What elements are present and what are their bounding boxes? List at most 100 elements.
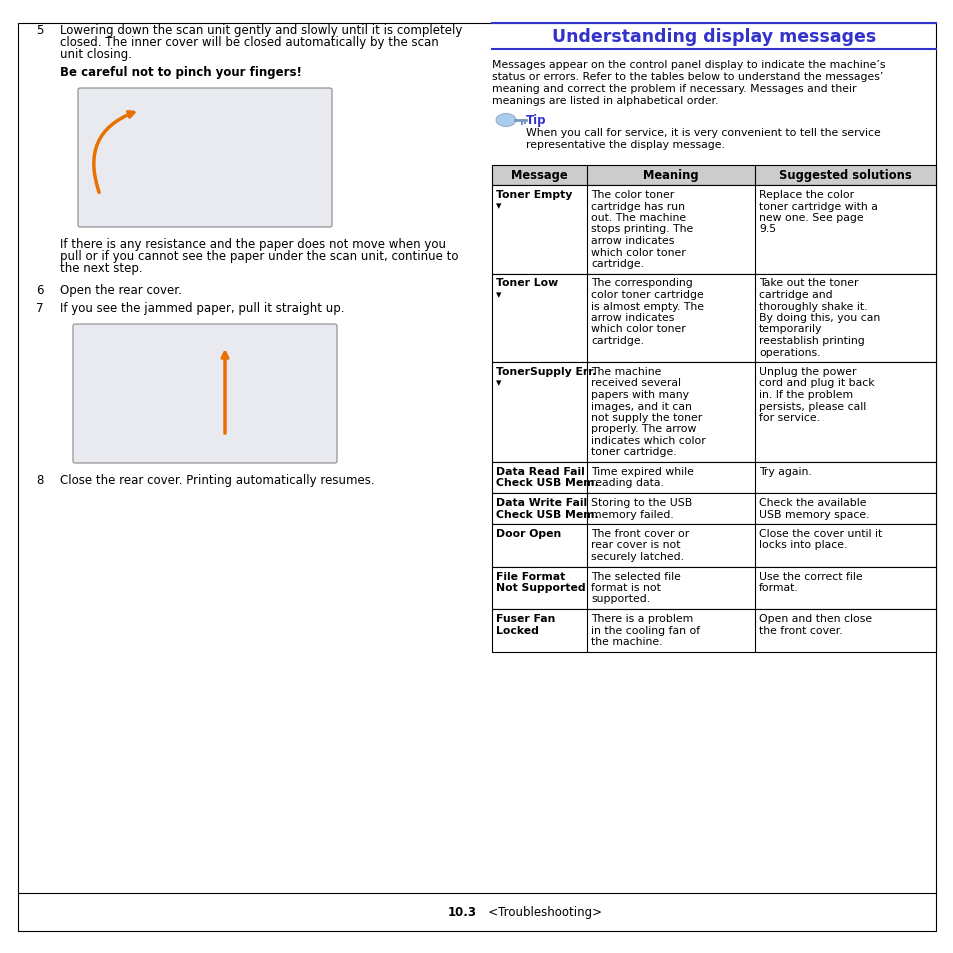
Text: Messages appear on the control panel display to indicate the machine’s: Messages appear on the control panel dis…	[492, 60, 884, 70]
Text: Door Open: Door Open	[496, 529, 560, 538]
Text: ▾: ▾	[496, 378, 501, 388]
Text: format.: format.	[759, 582, 798, 593]
Text: Data Read Fail: Data Read Fail	[496, 467, 584, 476]
Text: If you see the jammed paper, pull it straight up.: If you see the jammed paper, pull it str…	[60, 302, 344, 314]
Text: cartridge has run: cartridge has run	[590, 201, 684, 212]
Text: the machine.: the machine.	[590, 637, 661, 646]
Bar	[492, 166, 935, 186]
Text: Close the rear cover. Printing automatically resumes.: Close the rear cover. Printing automatic…	[60, 474, 375, 486]
Text: pull or if you cannot see the paper under the scan unit, continue to: pull or if you cannot see the paper unde…	[60, 250, 458, 263]
Text: operations.: operations.	[759, 347, 820, 357]
Text: 7: 7	[36, 302, 44, 314]
Text: Tip: Tip	[525, 113, 546, 127]
Text: meanings are listed in alphabetical order.: meanings are listed in alphabetical orde…	[492, 96, 718, 106]
Text: meaning and correct the problem if necessary. Messages and their: meaning and correct the problem if neces…	[492, 84, 856, 94]
Text: Meaning: Meaning	[642, 170, 699, 182]
Bar	[492, 274, 935, 363]
Text: stops printing. The: stops printing. The	[590, 224, 693, 234]
Text: Use the correct file: Use the correct file	[759, 571, 862, 581]
Text: The selected file: The selected file	[590, 571, 680, 581]
Text: temporarily: temporarily	[759, 324, 821, 335]
Text: representative the display message.: representative the display message.	[525, 140, 724, 150]
Text: in. If the problem: in. If the problem	[759, 390, 852, 399]
Text: ▾: ▾	[496, 201, 501, 212]
Text: ▾: ▾	[496, 290, 501, 299]
Text: Open the rear cover.: Open the rear cover.	[60, 284, 182, 296]
Text: Check the available: Check the available	[759, 497, 865, 507]
Text: By doing this, you can: By doing this, you can	[759, 313, 880, 323]
Bar	[492, 567, 935, 609]
Text: the front cover.: the front cover.	[759, 625, 841, 635]
Text: The corresponding: The corresponding	[590, 278, 692, 288]
Text: <Troubleshooting>: <Troubleshooting>	[476, 905, 601, 918]
Bar	[492, 363, 935, 462]
Text: memory failed.: memory failed.	[590, 509, 673, 519]
FancyBboxPatch shape	[78, 89, 332, 228]
Text: Replace the color: Replace the color	[759, 190, 853, 200]
Text: Time expired while: Time expired while	[590, 467, 693, 476]
Text: Try again.: Try again.	[759, 467, 811, 476]
Text: Lowering down the scan unit gently and slowly until it is completely: Lowering down the scan unit gently and s…	[60, 24, 462, 37]
Text: 5: 5	[36, 24, 43, 37]
Text: Unplug the power: Unplug the power	[759, 367, 856, 376]
Text: the next step.: the next step.	[60, 262, 143, 274]
Bar	[492, 524, 935, 567]
Text: Toner Empty: Toner Empty	[496, 190, 572, 200]
Text: File Format: File Format	[496, 571, 565, 581]
Text: cartridge.: cartridge.	[590, 335, 643, 346]
Text: received several: received several	[590, 378, 680, 388]
Bar	[492, 186, 935, 274]
FancyBboxPatch shape	[73, 325, 336, 463]
Text: cord and plug it back: cord and plug it back	[759, 378, 874, 388]
Text: When you call for service, it is very convenient to tell the service: When you call for service, it is very co…	[525, 128, 880, 138]
Text: Toner Low: Toner Low	[496, 278, 558, 288]
Text: 10.3: 10.3	[448, 905, 476, 918]
Text: not supply the toner: not supply the toner	[590, 413, 701, 422]
Text: Take out the toner: Take out the toner	[759, 278, 858, 288]
Text: out. The machine: out. The machine	[590, 213, 685, 223]
Text: Check USB Mem.: Check USB Mem.	[496, 478, 598, 488]
Bar	[492, 494, 935, 524]
Text: USB memory space.: USB memory space.	[759, 509, 868, 519]
Text: Data Write Fail: Data Write Fail	[496, 497, 586, 507]
Text: reading data.: reading data.	[590, 478, 663, 488]
Text: 8: 8	[36, 474, 43, 486]
Text: 6: 6	[36, 284, 44, 296]
Text: supported.: supported.	[590, 594, 649, 604]
Text: closed. The inner cover will be closed automatically by the scan: closed. The inner cover will be closed a…	[60, 36, 438, 49]
Ellipse shape	[496, 114, 516, 128]
Text: There is a problem: There is a problem	[590, 614, 693, 623]
Text: new one. See page: new one. See page	[759, 213, 862, 223]
Text: TonerSupply Err.: TonerSupply Err.	[496, 367, 596, 376]
Text: If there is any resistance and the paper does not move when you: If there is any resistance and the paper…	[60, 237, 446, 251]
Text: Fuser Fan: Fuser Fan	[496, 614, 555, 623]
Text: Locked: Locked	[496, 625, 538, 635]
Text: Check USB Mem.: Check USB Mem.	[496, 509, 598, 519]
Text: Message: Message	[511, 170, 567, 182]
Text: format is not: format is not	[590, 582, 660, 593]
Text: The color toner: The color toner	[590, 190, 674, 200]
Text: color toner cartridge: color toner cartridge	[590, 290, 703, 299]
Text: toner cartridge with a: toner cartridge with a	[759, 201, 877, 212]
Text: thoroughly shake it.: thoroughly shake it.	[759, 301, 866, 312]
Text: Understanding display messages: Understanding display messages	[551, 28, 875, 46]
Text: The front cover or: The front cover or	[590, 529, 688, 538]
Text: properly. The arrow: properly. The arrow	[590, 424, 696, 434]
Text: reestablish printing: reestablish printing	[759, 335, 863, 346]
Text: persists, please call: persists, please call	[759, 401, 865, 411]
Text: Open and then close: Open and then close	[759, 614, 871, 623]
Text: unit closing.: unit closing.	[60, 48, 132, 61]
Text: Close the cover until it: Close the cover until it	[759, 529, 882, 538]
Text: status or errors. Refer to the tables below to understand the messages’: status or errors. Refer to the tables be…	[492, 71, 882, 82]
Text: securely latched.: securely latched.	[590, 552, 683, 561]
Text: cartridge.: cartridge.	[590, 258, 643, 269]
Text: in the cooling fan of: in the cooling fan of	[590, 625, 700, 635]
Text: arrow indicates: arrow indicates	[590, 313, 674, 323]
Text: which color toner: which color toner	[590, 247, 685, 257]
Text: locks into place.: locks into place.	[759, 540, 846, 550]
Text: Be careful not to pinch your fingers!: Be careful not to pinch your fingers!	[60, 66, 301, 79]
Text: images, and it can: images, and it can	[590, 401, 691, 411]
Text: Suggested solutions: Suggested solutions	[779, 170, 911, 182]
Text: Not Supported: Not Supported	[496, 582, 585, 593]
Bar	[492, 609, 935, 652]
